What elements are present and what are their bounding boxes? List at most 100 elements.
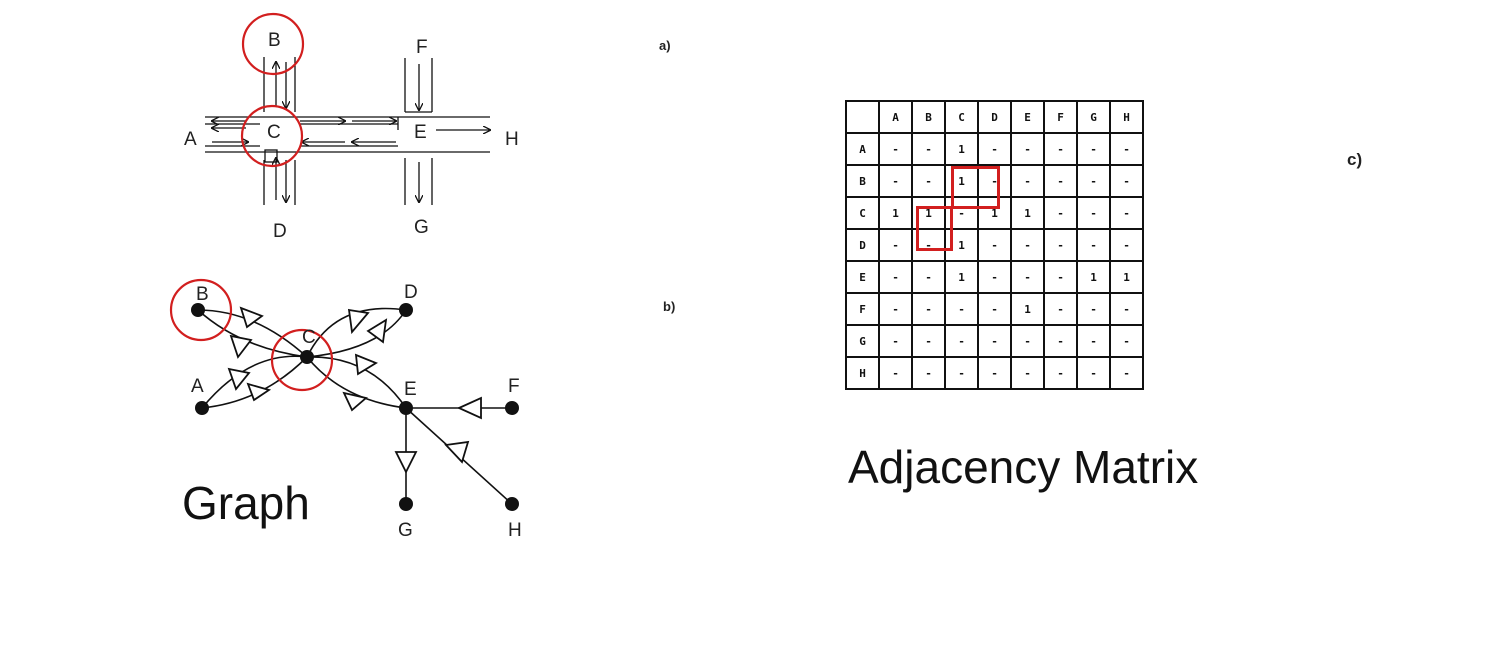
graph-node-dot-b <box>191 303 205 317</box>
traffic-node-a: A <box>184 129 197 150</box>
matrix-cell: 1 <box>944 260 979 294</box>
graph-caption: Graph <box>182 477 310 529</box>
matrix-cell: - <box>878 292 913 326</box>
matrix-cell: - <box>1109 324 1144 358</box>
graph-node-dot-a <box>195 401 209 415</box>
matrix-row-header: B <box>845 164 880 198</box>
matrix-cell: - <box>1109 196 1144 230</box>
matrix-row-header: D <box>845 228 880 262</box>
panel-label-a: a) <box>659 38 671 53</box>
matrix-cell: - <box>977 356 1012 390</box>
graph-node-a: A <box>191 376 204 397</box>
matrix-row-header: G <box>845 324 880 358</box>
matrix-cell: 1 <box>977 196 1012 230</box>
matrix-col-header: B <box>911 100 946 134</box>
matrix-cell: - <box>878 260 913 294</box>
matrix-cell: - <box>1010 228 1045 262</box>
matrix-row: E - - 1 - - - 1 1 <box>845 260 1144 294</box>
traffic-node-c: C <box>267 122 281 143</box>
matrix-cell: - <box>944 292 979 326</box>
matrix-cell: 1 <box>944 164 979 198</box>
matrix-cell: - <box>1043 196 1078 230</box>
matrix-cell: - <box>1043 228 1078 262</box>
matrix-highlight-c-b <box>916 206 953 251</box>
matrix-cell: - <box>977 132 1012 166</box>
matrix-row: G - - - - - - - - <box>845 324 1144 358</box>
matrix-col-header: C <box>944 100 979 134</box>
graph-node-b: B <box>196 284 209 305</box>
matrix-cell: - <box>977 324 1012 358</box>
graph-node-h: H <box>508 520 522 541</box>
matrix-cell: - <box>1043 132 1078 166</box>
matrix-cell: - <box>977 292 1012 326</box>
matrix-cell: - <box>1043 260 1078 294</box>
graph-node-dot-d <box>399 303 413 317</box>
matrix-cell: - <box>878 356 913 390</box>
matrix-cell: - <box>911 324 946 358</box>
matrix-cell: - <box>1043 292 1078 326</box>
matrix-col-header: H <box>1109 100 1144 134</box>
matrix-cell: - <box>1076 356 1111 390</box>
matrix-cell: - <box>1010 132 1045 166</box>
matrix-col-header: D <box>977 100 1012 134</box>
matrix-cell: - <box>1076 196 1111 230</box>
matrix-cell: - <box>1043 164 1078 198</box>
matrix-cell: - <box>944 324 979 358</box>
matrix-row-header: F <box>845 292 880 326</box>
graph-node-f: F <box>508 376 520 397</box>
matrix-col-header: A <box>878 100 913 134</box>
matrix-row-header: C <box>845 196 880 230</box>
matrix-cell: - <box>911 292 946 326</box>
matrix-cell: - <box>1076 228 1111 262</box>
matrix-cell: - <box>1109 292 1144 326</box>
matrix-cell: - <box>977 260 1012 294</box>
matrix-row: B - - 1 - - - - - <box>845 164 1144 198</box>
matrix-cell: - <box>977 164 1012 198</box>
matrix-cell: - <box>1109 164 1144 198</box>
traffic-node-f: F <box>416 37 428 58</box>
graph-node-c: C <box>302 327 316 348</box>
matrix-corner-cell <box>845 100 880 134</box>
matrix-cell: - <box>1010 324 1045 358</box>
matrix-col-header: F <box>1043 100 1078 134</box>
matrix-cell: 1 <box>1109 260 1144 294</box>
graph-node-d: D <box>404 282 418 303</box>
matrix-cell: - <box>1109 228 1144 262</box>
highlight-circle-c <box>240 104 304 168</box>
traffic-node-d: D <box>273 221 287 242</box>
matrix-cell: - <box>1010 356 1045 390</box>
traffic-node-g: G <box>414 217 429 238</box>
graph-node-dot-g <box>399 497 413 511</box>
graph-node-e: E <box>404 379 417 400</box>
matrix-cell: - <box>911 260 946 294</box>
matrix-cell: - <box>878 132 913 166</box>
matrix-row-header: E <box>845 260 880 294</box>
matrix-row: D - - 1 - - - - - <box>845 228 1144 262</box>
matrix-cell: 1 <box>944 228 979 262</box>
matrix-cell: - <box>911 164 946 198</box>
graph-node-dot-e <box>399 401 413 415</box>
traffic-node-b: B <box>268 30 281 51</box>
highlight-circle-b <box>241 12 305 76</box>
traffic-node-e: E <box>414 122 427 143</box>
panel-label-b: b) <box>663 299 676 314</box>
matrix-cell: - <box>1076 324 1111 358</box>
matrix-row: F - - - - 1 - - - <box>845 292 1144 326</box>
matrix-row: A - - 1 - - - - - <box>845 132 1144 166</box>
matrix-col-header: E <box>1010 100 1045 134</box>
matrix-cell: - <box>878 228 913 262</box>
matrix-cell: - <box>1109 132 1144 166</box>
matrix-header-row: A B C D E F G H <box>845 100 1144 134</box>
panel-label-c: c) <box>1347 150 1363 169</box>
matrix-cell: - <box>944 356 979 390</box>
matrix-cell: 1 <box>1010 196 1045 230</box>
matrix-cell: - <box>911 356 946 390</box>
matrix-cell: - <box>878 324 913 358</box>
graph-highlight-circle-b <box>169 278 233 342</box>
matrix-row-header: A <box>845 132 880 166</box>
matrix-cell: - <box>911 132 946 166</box>
adjacency-matrix: A B C D E F G H A - - 1 - - - - - B - - … <box>845 100 1144 390</box>
